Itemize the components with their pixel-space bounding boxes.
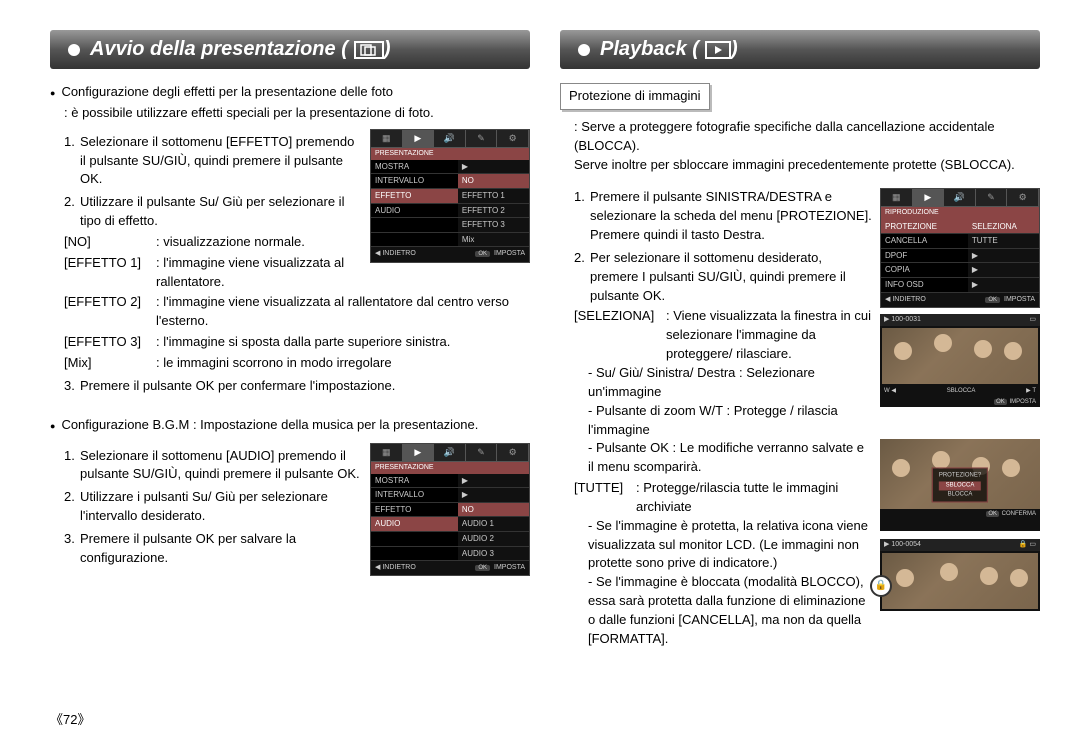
left-b2-step-1: 1.Selezionare il sottomenu [AUDIO] preme…	[64, 447, 362, 485]
right-header: Playback ( )	[560, 30, 1040, 69]
camera-menu-3: ▦▶🔊✎⚙ RIPRODUZIONE PROTEZIONESELEZIONA C…	[880, 188, 1040, 307]
right-title: Playback (	[600, 38, 699, 61]
left-title: Avvio della presentazione (	[90, 38, 348, 61]
left-header: Avvio della presentazione ( )	[50, 30, 530, 69]
cam3-footer: ◀ INDIETRO OK IMPOSTA	[881, 293, 1039, 307]
effect-1: [EFFETTO 1]: l'immagine viene visualizza…	[64, 254, 362, 292]
photo-thumb-3: ▶ 100-0054🔒 ▭ 🔒	[880, 539, 1040, 611]
cam3-title: RIPRODUZIONE	[881, 207, 1039, 219]
page: Avvio della presentazione ( ) Configuraz…	[0, 0, 1080, 659]
subheader-box: Protezione di immagini	[560, 83, 710, 110]
page-number: 《72》	[50, 709, 90, 728]
right-title-after: )	[731, 38, 738, 61]
cam2-footer: ◀ INDIETRO OK IMPOSTA	[371, 561, 529, 575]
left-step-2: 2.Utilizzare il pulsante Su/ Giù per sel…	[64, 193, 362, 231]
photo-thumb-2: PROTEZIONE? SBLOCCA BLOCCA OK CONFERMA	[880, 439, 1040, 531]
left-bullet-1-sub: : è possibile utilizzare effetti special…	[64, 104, 530, 123]
tutte-row: [TUTTE]: Protegge/rilascia tutte le imma…	[574, 479, 872, 517]
right-column: Playback ( ) Protezione di immagini : Se…	[560, 30, 1040, 649]
sub-b: - Pulsante di zoom W/T : Protegge / rila…	[588, 402, 1040, 440]
protect-overlay: PROTEZIONE? SBLOCCA BLOCCA	[932, 468, 988, 503]
cam1-title: PRESENTAZIONE	[371, 148, 529, 160]
photo-thumb-1: ▶ 100-0031▭ W ◀SBLOCCA▶ T OK IMPOSTA	[880, 314, 1040, 406]
left-step-1: 1.Selezionare il sottomenu [EFFETTO] pre…	[64, 133, 362, 190]
playback-icon	[705, 41, 731, 59]
cam2-tabs: ▦▶🔊✎⚙	[371, 444, 529, 462]
left-bullet-2: Configurazione B.G.M : Impostazione dell…	[50, 416, 530, 435]
right-step-1: 1.Premere il pulsante SINISTRA/DESTRA e …	[574, 188, 872, 245]
right-intro: : Serve a proteggere fotografie specific…	[574, 118, 1040, 156]
left-step-3: 3.Premere il pulsante OK per confermare …	[64, 377, 530, 396]
cam1-tabs: ▦▶🔊✎⚙	[371, 130, 529, 148]
effect-3: [EFFETTO 3]: l'immagine si sposta dalla …	[64, 333, 530, 352]
effect-no: [NO]: visualizzazione normale.	[64, 233, 362, 252]
effect-2: [EFFETTO 2]: l'immagine viene visualizza…	[64, 293, 530, 331]
effect-mix: [Mix]: le immagini scorrono in modo irre…	[64, 354, 530, 373]
slideshow-icon	[354, 41, 384, 59]
camera-menu-1: ▦▶🔊✎⚙ PRESENTAZIONE MOSTRA▶ INTERVALLONO…	[370, 129, 530, 263]
cam3-tabs: ▦▶🔊✎⚙	[881, 189, 1039, 207]
left-column: Avvio della presentazione ( ) Configuraz…	[50, 30, 530, 649]
left-b2-step-3: 3.Premere il pulsante OK per salvare la …	[64, 530, 362, 568]
left-b2-step-2: 2.Utilizzare i pulsanti Su/ Giù per sele…	[64, 488, 362, 526]
right-body: Protezione di immagini : Serve a protegg…	[560, 83, 1040, 649]
left-body: Configurazione degli effetti per la pres…	[50, 83, 530, 582]
seleziona-row: [SELEZIONA]: Viene visualizzata la fines…	[574, 307, 872, 364]
right-intro-2: Serve inoltre per sbloccare immagini pre…	[574, 156, 1040, 175]
cam1-footer: ◀ INDIETRO OK IMPOSTA	[371, 247, 529, 261]
right-step-2: 2.Per selezionare il sottomenu desiderat…	[574, 249, 872, 306]
left-bullet-1: Configurazione degli effetti per la pres…	[50, 83, 530, 102]
left-title-after: )	[384, 38, 391, 61]
cam2-title: PRESENTAZIONE	[371, 462, 529, 474]
camera-menu-2: ▦▶🔊✎⚙ PRESENTAZIONE MOSTRA▶ INTERVALLO▶ …	[370, 443, 530, 577]
